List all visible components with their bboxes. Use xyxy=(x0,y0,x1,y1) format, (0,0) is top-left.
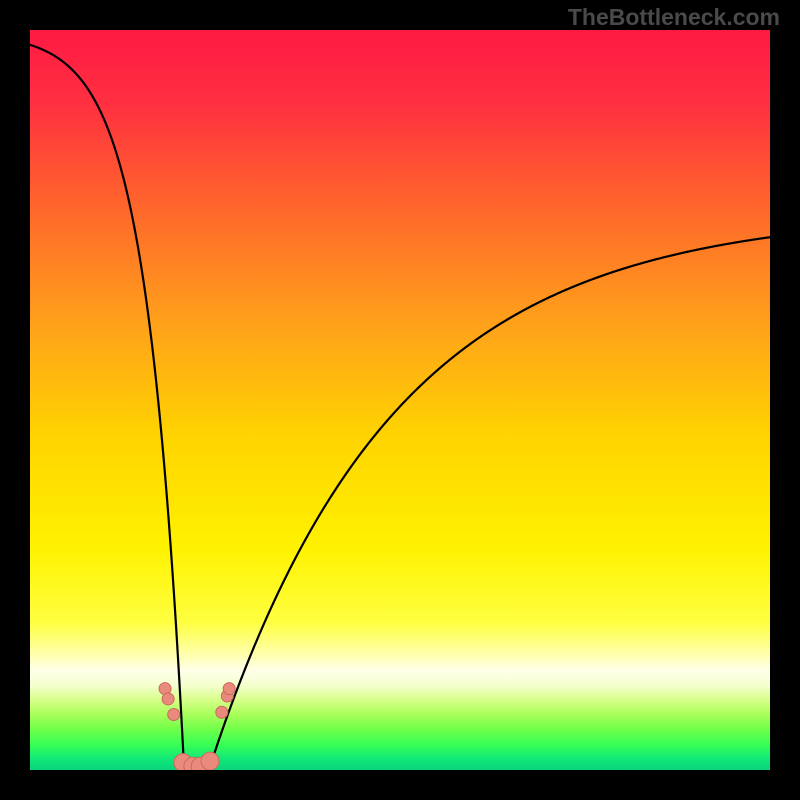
data-marker xyxy=(201,752,219,770)
data-marker xyxy=(216,706,228,718)
data-marker xyxy=(168,709,180,721)
data-marker xyxy=(162,693,174,705)
data-marker xyxy=(223,683,235,695)
watermark-text: TheBottleneck.com xyxy=(568,4,780,31)
gradient-background xyxy=(30,30,770,770)
chart-svg xyxy=(0,0,800,800)
